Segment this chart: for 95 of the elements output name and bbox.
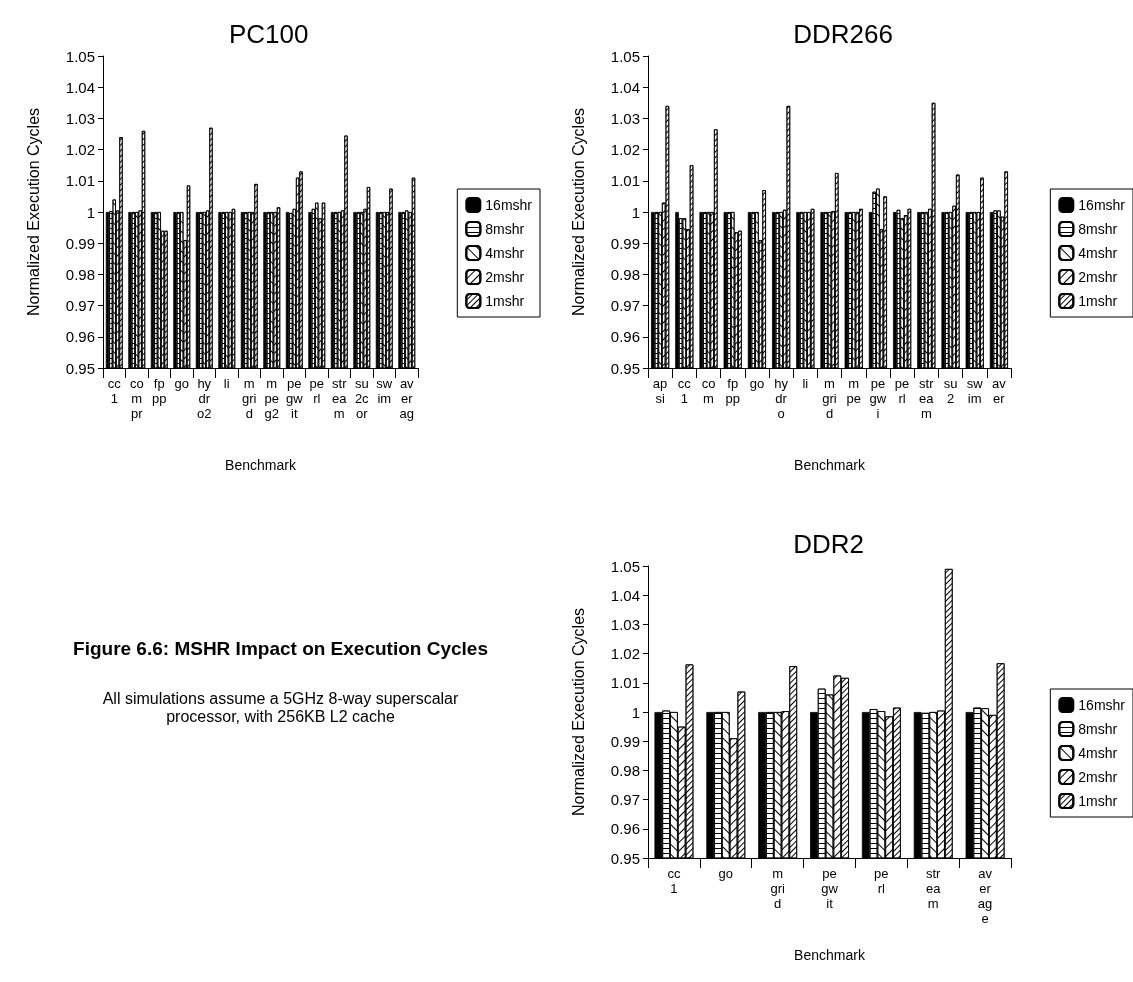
- y-tick-label: 1.02: [610, 141, 640, 159]
- x-tick-label: go: [749, 376, 765, 391]
- y-tick-label: 1.04: [65, 78, 95, 96]
- x-tick-label: su2: [943, 376, 958, 406]
- y-tick-label: 0.96: [610, 328, 640, 346]
- legend-label: 8mshr: [485, 221, 525, 237]
- x-tick-label: aver: [992, 376, 1007, 406]
- x-tick-label: go: [718, 866, 734, 881]
- y-axis-title: Normalized Execution Cycles: [24, 107, 42, 317]
- x-tick-label: stream: [332, 376, 348, 421]
- x-tick-label: pegwit: [821, 866, 839, 911]
- y-tick-label: 1.05: [610, 557, 640, 575]
- legend-label: 2mshr: [1078, 269, 1118, 285]
- x-tick-label: fppp: [725, 376, 740, 406]
- x-tick-label: stream: [919, 376, 935, 421]
- y-tick-label: 0.99: [610, 234, 640, 252]
- y-tick-label: 1.01: [610, 172, 640, 190]
- y-axis-title: Normalized Execution Cycles: [569, 607, 587, 817]
- y-tick-label: 0.99: [610, 732, 640, 750]
- x-axis-title: Benchmark: [794, 947, 866, 963]
- x-tick-label: perl: [309, 376, 324, 406]
- y-tick-label: 0.98: [65, 265, 95, 283]
- legend-label: 16mshr: [1078, 697, 1126, 713]
- x-tick-label: mpeg2: [264, 376, 279, 421]
- x-axis-title: Benchmark: [794, 457, 866, 473]
- y-tick-label: 1.03: [610, 615, 640, 633]
- y-tick-label: 0.99: [65, 234, 95, 252]
- x-tick-label: compr: [129, 376, 144, 421]
- x-tick-label: su2cor: [354, 376, 370, 421]
- x-tick-label: cc1: [677, 376, 692, 406]
- x-tick-label: li: [802, 376, 809, 391]
- y-axis-title: Normalized Execution Cycles: [569, 107, 587, 317]
- y-tick-label: 1.01: [65, 172, 95, 190]
- y-tick-label: 1.04: [610, 586, 640, 604]
- x-tick-label: mgrid: [242, 376, 257, 421]
- chart-title: PC100: [229, 19, 309, 49]
- legend-label: 8mshr: [1078, 221, 1118, 237]
- legend-label: 8mshr: [1078, 721, 1118, 737]
- text: All simulations assume a 5GHz 8-way superscalar processor, with 256KB L2 cache: [101, 690, 460, 726]
- y-tick-label: 0.96: [65, 328, 95, 346]
- legend-label: 1mshr: [1078, 293, 1118, 309]
- x-tick-label: perl: [874, 866, 889, 896]
- y-tick-label: 0.97: [65, 297, 95, 315]
- x-tick-label: pegwit: [285, 376, 304, 421]
- x-tick-label: go: [174, 376, 189, 391]
- y-tick-label: 1.03: [610, 109, 640, 127]
- x-tick-label: cc1: [107, 376, 122, 406]
- legend-label: 1mshr: [485, 293, 525, 309]
- y-tick-label: 1.03: [65, 109, 95, 127]
- legend-label: 2mshr: [485, 269, 525, 285]
- legend-label: 16mshr: [1078, 197, 1126, 213]
- y-tick-label: 0.97: [610, 791, 640, 809]
- x-tick-label: mgrid: [822, 376, 837, 421]
- legend-label: 2mshr: [1078, 769, 1118, 785]
- x-tick-label: stream: [925, 866, 942, 911]
- x-tick-label: fppp: [152, 376, 167, 406]
- y-tick-label: 1: [631, 703, 640, 721]
- x-tick-label: li: [223, 376, 230, 391]
- y-tick-label: 1.02: [610, 645, 640, 663]
- x-tick-label: hydro: [774, 376, 789, 421]
- y-tick-label: 1.05: [65, 47, 95, 65]
- y-tick-label: 0.97: [610, 297, 640, 315]
- x-tick-label: apsi: [652, 376, 668, 406]
- legend-label: 4mshr: [485, 245, 525, 261]
- x-tick-label: mpe: [846, 376, 861, 406]
- legend-label: 1mshr: [1078, 793, 1118, 809]
- y-tick-label: 0.98: [610, 761, 640, 779]
- y-tick-label: 1: [86, 203, 95, 221]
- x-tick-label: mgrid: [770, 866, 785, 911]
- y-tick-label: 1: [631, 203, 640, 221]
- y-tick-label: 0.95: [65, 359, 95, 377]
- legend-label: 4mshr: [1078, 245, 1118, 261]
- chart-title: DDR2: [793, 529, 864, 559]
- y-tick-label: 0.98: [610, 265, 640, 283]
- x-tick-label: com: [701, 376, 716, 406]
- x-tick-label: swim: [966, 376, 984, 406]
- chart-title: DDR266: [793, 19, 893, 49]
- x-axis-title: Benchmark: [225, 457, 297, 473]
- y-tick-label: 0.96: [610, 820, 640, 838]
- y-tick-label: 1.05: [610, 47, 640, 65]
- legend-label: 16mshr: [485, 197, 533, 213]
- y-tick-label: 1.04: [610, 78, 640, 96]
- x-tick-label: pegwi: [869, 376, 887, 421]
- x-tick-label: averag: [399, 376, 415, 421]
- y-tick-label: 1.01: [610, 674, 640, 692]
- text: Figure 6.6: MSHR Impact on Execution Cycles: [72, 638, 489, 660]
- x-tick-label: cc1: [667, 866, 681, 896]
- y-tick-label: 0.95: [610, 849, 640, 867]
- x-tick-label: perl: [894, 376, 910, 406]
- x-tick-label: average: [977, 866, 993, 926]
- y-tick-label: 1.02: [65, 141, 95, 159]
- x-tick-label: hydro2: [197, 376, 212, 421]
- y-tick-label: 0.95: [610, 359, 640, 377]
- x-tick-label: swim: [376, 376, 393, 406]
- legend-label: 4mshr: [1078, 745, 1118, 761]
